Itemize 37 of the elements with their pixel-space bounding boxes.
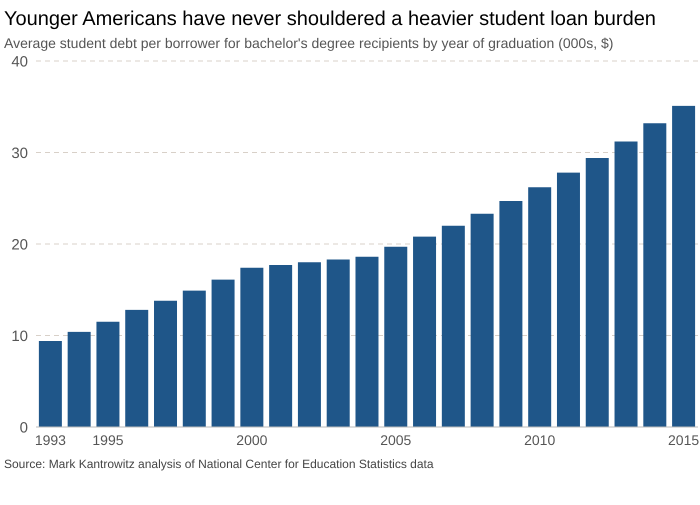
bar: [614, 142, 638, 427]
bar: [672, 106, 696, 427]
bar: [38, 340, 62, 427]
bar: [643, 123, 666, 427]
bar: [269, 265, 292, 427]
x-tick-label: 2010: [524, 432, 556, 448]
y-tick-label: 30: [11, 144, 28, 162]
x-tick-label: 1993: [34, 432, 66, 448]
bar: [326, 260, 350, 427]
x-tick-label: 2005: [380, 432, 412, 448]
y-tick-label: 10: [11, 328, 28, 345]
bar: [556, 172, 580, 427]
bar: [298, 262, 321, 427]
bar: [384, 246, 408, 427]
x-tick-label: 1995: [92, 432, 124, 448]
x-tick-label: 2015: [668, 432, 700, 448]
y-tick-label: 20: [11, 236, 28, 254]
bar: [586, 158, 609, 427]
bar: [68, 332, 91, 427]
source-note: Source: Mark Kantrowitz analysis of National Center for Education Statistics data: [3, 456, 435, 471]
y-tick-label: 0: [20, 419, 28, 436]
bar: [182, 290, 206, 427]
bar: [154, 300, 178, 427]
bar: [96, 322, 120, 427]
bar: [125, 310, 148, 427]
y-tick-label: 40: [11, 53, 28, 70]
chart-subtitle: Average student debt per borrower for bachelor's degree recipients by year of graduation (000s, $): [3, 34, 614, 51]
bar: [212, 280, 235, 427]
bar: [470, 214, 494, 427]
bar: [355, 256, 378, 427]
bar: [413, 236, 436, 427]
x-tick-label: 2000: [236, 432, 268, 448]
bar: [528, 187, 552, 427]
chart-title: Younger Americans have never shouldered a heavier student loan burden: [3, 7, 657, 31]
bar: [240, 268, 264, 427]
bar: [442, 226, 465, 427]
bar: [499, 200, 522, 427]
